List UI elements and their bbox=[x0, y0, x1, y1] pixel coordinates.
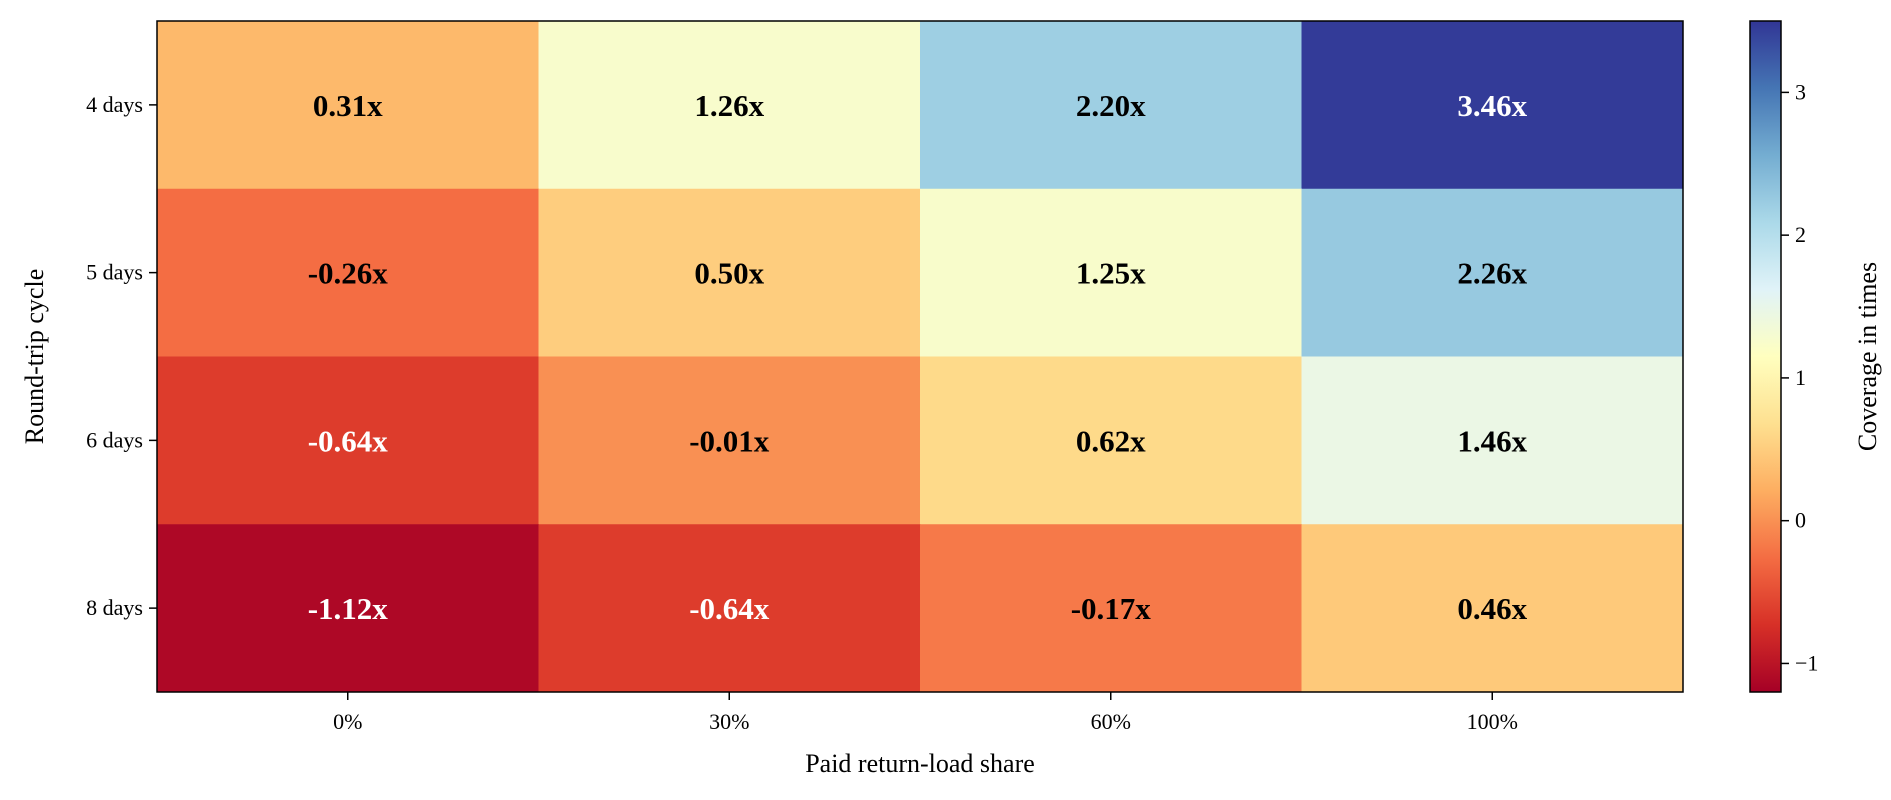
x-tick-label: 30% bbox=[709, 709, 749, 734]
cell-value-label: 0.50x bbox=[694, 256, 764, 291]
colorbar-gradient-bar bbox=[1749, 20, 1782, 693]
cell-value-label: 0.31x bbox=[313, 88, 383, 123]
cell-value-label: -1.12x bbox=[308, 591, 389, 626]
cell-value-label: -0.64x bbox=[308, 423, 389, 458]
y-axis-label: Round-trip cycle bbox=[20, 269, 49, 444]
cell-value-label: 2.20x bbox=[1076, 88, 1146, 123]
colorbar-tick-label: 3 bbox=[1795, 79, 1806, 104]
cell-value-label: 1.46x bbox=[1457, 423, 1527, 458]
cell-value-label: -0.01x bbox=[689, 423, 770, 458]
x-tick-label: 60% bbox=[1091, 709, 1131, 734]
heatmap-cell-r0-c3 bbox=[1301, 21, 1684, 190]
cell-value-label: 1.25x bbox=[1076, 256, 1146, 291]
heatmap-cell-r3-c0 bbox=[157, 524, 539, 693]
heatmap-cell-r2-c2 bbox=[920, 356, 1302, 525]
heatmap-cell-r2-c0 bbox=[157, 356, 539, 525]
x-axis-ticks: 0% 30% 60% 100% bbox=[333, 692, 1518, 734]
heatmap-cell-r0-c1 bbox=[538, 21, 921, 190]
x-tick-label: 0% bbox=[333, 709, 362, 734]
y-tick-label: 8 days bbox=[86, 595, 143, 620]
cell-value-label: 0.62x bbox=[1076, 423, 1146, 458]
cell-value-label: 3.46x bbox=[1457, 88, 1527, 123]
cell-value-label: 1.26x bbox=[694, 88, 764, 123]
heatmap-cell-r1-c2 bbox=[920, 188, 1302, 357]
plot-frame bbox=[156, 20, 1684, 693]
x-axis-label: Paid return-load share bbox=[805, 749, 1035, 778]
heatmap-cell-r3-c2 bbox=[920, 524, 1302, 693]
cell-value-label: 2.26x bbox=[1457, 256, 1527, 291]
heatmap-cells bbox=[157, 21, 1684, 693]
colorbar-tick-label: 0 bbox=[1795, 508, 1806, 533]
colorbar-tick-label: 2 bbox=[1795, 222, 1806, 247]
cell-value-label: -0.64x bbox=[689, 591, 770, 626]
heatmap-cell-r3-c3 bbox=[1301, 524, 1684, 693]
colorbar: −1 0 1 2 3 Coverage in times bbox=[1749, 20, 1882, 693]
colorbar-ticks: −1 0 1 2 3 bbox=[1781, 79, 1818, 675]
cell-value-label: -0.17x bbox=[1071, 591, 1152, 626]
colorbar-tick-label: −1 bbox=[1795, 650, 1818, 675]
heatmap-cell-r2-c3 bbox=[1301, 356, 1684, 525]
heatmap-cell-r2-c1 bbox=[538, 356, 921, 525]
colorbar-label: Coverage in times bbox=[1853, 262, 1882, 451]
y-axis-ticks: 4 days 5 days 6 days 8 days bbox=[86, 92, 157, 620]
cell-value-label: -0.26x bbox=[308, 256, 389, 291]
heatmap-cell-r1-c0 bbox=[157, 188, 539, 357]
cell-value-label: 0.46x bbox=[1457, 591, 1527, 626]
y-tick-label: 6 days bbox=[86, 427, 143, 452]
heatmap-cell-r0-c0 bbox=[157, 21, 539, 190]
heatmap-cell-labels: 0.31x 1.26x 2.20x 3.46x -0.26x 0.50x 1.25x 2.26… bbox=[308, 88, 1528, 626]
x-tick-label: 100% bbox=[1467, 709, 1518, 734]
heatmap-cell-r1-c3 bbox=[1301, 188, 1684, 357]
heatmap-cell-r0-c2 bbox=[920, 21, 1302, 190]
colorbar-tick-label: 1 bbox=[1795, 365, 1806, 390]
heatmap-cell-r3-c1 bbox=[538, 524, 921, 693]
y-tick-label: 5 days bbox=[86, 260, 143, 285]
heatmap-cell-r1-c1 bbox=[538, 188, 921, 357]
y-tick-label: 4 days bbox=[86, 92, 143, 117]
